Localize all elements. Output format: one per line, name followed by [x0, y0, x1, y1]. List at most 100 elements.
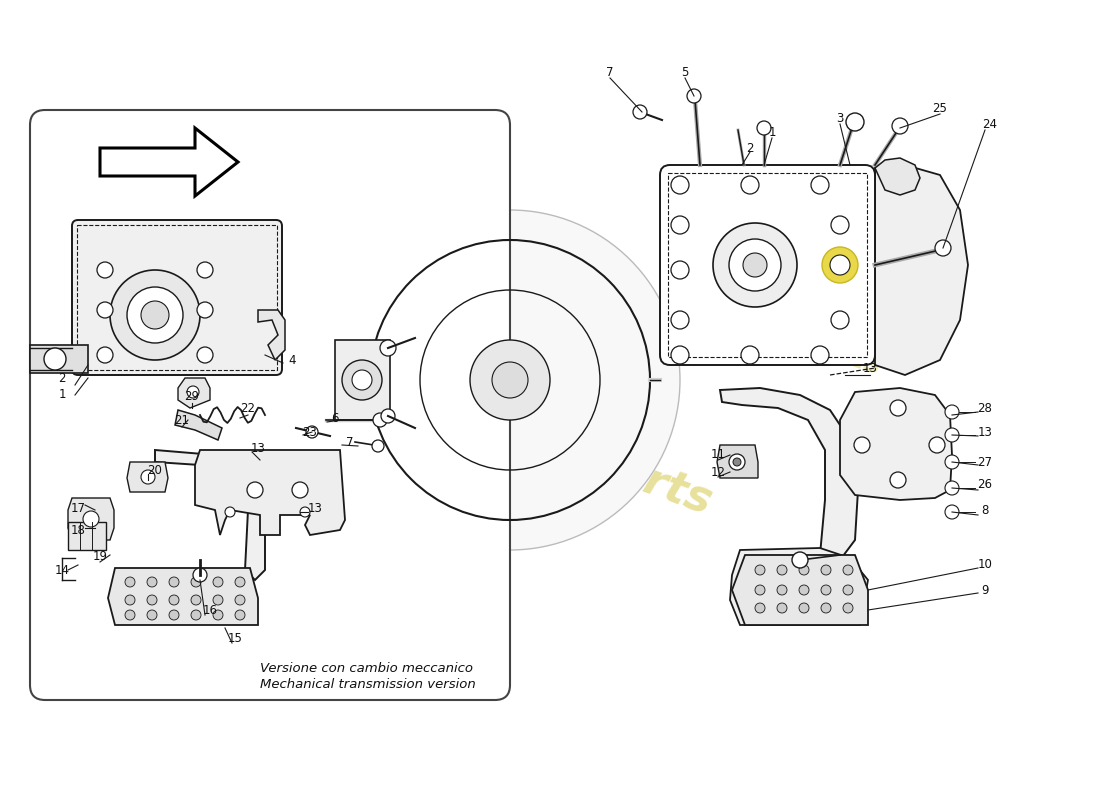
Text: 25: 25 — [933, 102, 947, 114]
Circle shape — [945, 455, 959, 469]
Circle shape — [197, 302, 213, 318]
Circle shape — [141, 301, 169, 329]
Text: 26: 26 — [978, 478, 992, 491]
Circle shape — [169, 595, 179, 605]
Circle shape — [733, 458, 741, 466]
Polygon shape — [178, 378, 210, 408]
Polygon shape — [840, 388, 952, 500]
Circle shape — [811, 176, 829, 194]
Text: 17: 17 — [70, 502, 86, 514]
Polygon shape — [155, 450, 265, 580]
Circle shape — [125, 610, 135, 620]
Circle shape — [799, 603, 808, 613]
Circle shape — [492, 362, 528, 398]
Text: 14: 14 — [55, 563, 69, 577]
Text: 19: 19 — [92, 550, 108, 563]
Circle shape — [843, 585, 852, 595]
Circle shape — [97, 347, 113, 363]
Circle shape — [191, 577, 201, 587]
Circle shape — [147, 577, 157, 587]
Text: 13: 13 — [978, 426, 992, 438]
Circle shape — [854, 437, 870, 453]
Text: 15: 15 — [228, 631, 242, 645]
Circle shape — [742, 253, 767, 277]
Circle shape — [379, 340, 396, 356]
Text: 7: 7 — [606, 66, 614, 78]
Circle shape — [821, 603, 830, 613]
Circle shape — [846, 113, 864, 131]
Circle shape — [811, 346, 829, 364]
Circle shape — [821, 585, 830, 595]
FancyBboxPatch shape — [72, 220, 282, 375]
Circle shape — [755, 565, 764, 575]
Circle shape — [821, 565, 830, 575]
Text: Versione con cambio meccanico: Versione con cambio meccanico — [260, 662, 473, 674]
Circle shape — [141, 470, 155, 484]
Circle shape — [757, 121, 771, 135]
Text: 16: 16 — [202, 603, 218, 617]
Circle shape — [890, 400, 906, 416]
Circle shape — [192, 568, 207, 582]
Text: 7: 7 — [346, 435, 354, 449]
Text: 12: 12 — [711, 466, 726, 478]
Text: 13: 13 — [862, 362, 878, 374]
Circle shape — [729, 454, 745, 470]
Bar — [68, 522, 106, 550]
FancyBboxPatch shape — [30, 110, 510, 700]
Circle shape — [342, 360, 382, 400]
Polygon shape — [195, 450, 345, 535]
Circle shape — [248, 482, 263, 498]
Circle shape — [890, 472, 906, 488]
Circle shape — [892, 118, 907, 134]
Text: 1: 1 — [768, 126, 776, 138]
Circle shape — [755, 603, 764, 613]
Polygon shape — [68, 498, 114, 540]
Circle shape — [777, 585, 786, 595]
Text: 3: 3 — [836, 111, 844, 125]
Circle shape — [632, 105, 647, 119]
Text: 23: 23 — [302, 426, 318, 438]
Text: 9: 9 — [981, 583, 989, 597]
Polygon shape — [258, 310, 285, 360]
Circle shape — [372, 440, 384, 452]
Circle shape — [191, 610, 201, 620]
Circle shape — [147, 610, 157, 620]
Text: 28: 28 — [978, 402, 992, 414]
Circle shape — [945, 405, 959, 419]
Circle shape — [191, 595, 201, 605]
Text: 21: 21 — [175, 414, 189, 426]
Circle shape — [169, 577, 179, 587]
Circle shape — [110, 270, 200, 360]
Circle shape — [671, 346, 689, 364]
Circle shape — [945, 481, 959, 495]
Circle shape — [843, 565, 852, 575]
Circle shape — [197, 347, 213, 363]
Circle shape — [470, 340, 550, 420]
Circle shape — [147, 595, 157, 605]
Circle shape — [945, 428, 959, 442]
Circle shape — [352, 370, 372, 390]
Circle shape — [373, 413, 387, 427]
Text: 18: 18 — [70, 523, 86, 537]
Text: passion
for parts: passion for parts — [746, 280, 894, 380]
Circle shape — [945, 505, 959, 519]
Circle shape — [792, 552, 808, 568]
Circle shape — [97, 262, 113, 278]
Circle shape — [671, 176, 689, 194]
Text: 6: 6 — [331, 411, 339, 425]
Bar — [30, 345, 88, 373]
Circle shape — [830, 311, 849, 329]
Circle shape — [799, 565, 808, 575]
Circle shape — [741, 346, 759, 364]
Polygon shape — [126, 462, 168, 492]
Text: 5: 5 — [681, 66, 689, 78]
Circle shape — [125, 595, 135, 605]
Circle shape — [671, 311, 689, 329]
Circle shape — [741, 176, 759, 194]
Circle shape — [799, 585, 808, 595]
Circle shape — [755, 585, 764, 595]
Text: 29: 29 — [185, 390, 199, 402]
Circle shape — [381, 409, 395, 423]
Circle shape — [97, 302, 113, 318]
Circle shape — [822, 247, 858, 283]
